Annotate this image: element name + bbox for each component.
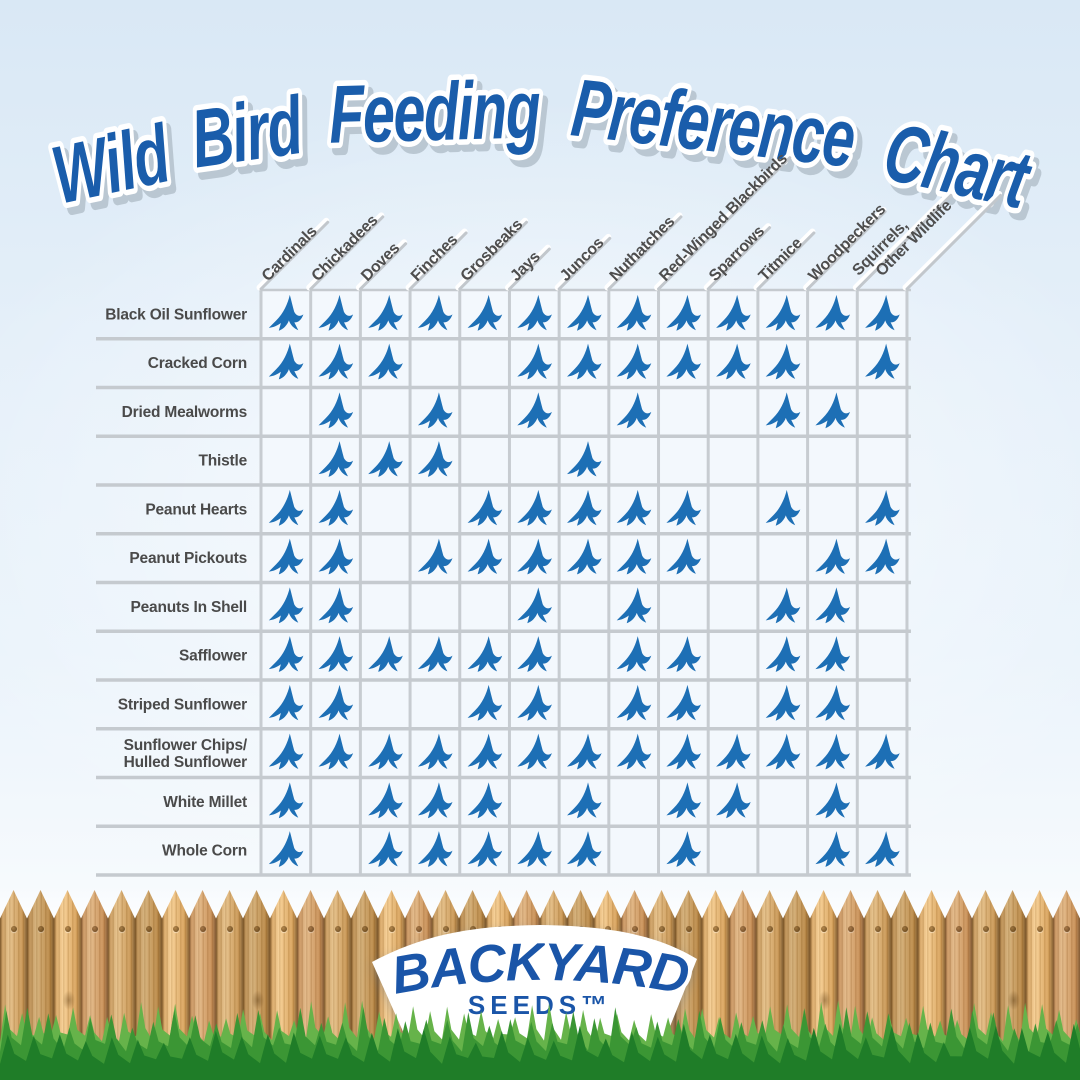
row-label: Whole Corn (162, 843, 247, 860)
column-label: Doves (358, 240, 403, 285)
column-label: Juncos (557, 234, 608, 285)
header-divider (309, 215, 385, 291)
row-label: Peanut Hearts (145, 501, 247, 518)
poster-title: Wild Bird Feeding Preference Chart (40, 57, 1044, 231)
logo-wordmark: BACKYARD (387, 933, 692, 1006)
title-word: Bird (186, 79, 310, 185)
grass-layer (0, 1023, 1080, 1080)
header-divider (756, 231, 816, 291)
grass (0, 1000, 1080, 1080)
header-divider (408, 231, 468, 291)
row-label: Safflower (179, 648, 247, 665)
header-divider (855, 193, 953, 291)
title-word: Feeding (328, 63, 542, 160)
row-labels: Black Oil Sunflower Cracked Corn Dried Mea… (105, 306, 248, 859)
header-divider-highlight (455, 217, 529, 291)
header-divider (358, 242, 408, 291)
row-label: Peanuts In Shell (130, 599, 247, 616)
header-divider-highlight (504, 244, 551, 291)
header-divider-highlight (355, 239, 408, 291)
header-divider (557, 236, 612, 291)
column-label: Titmice (756, 235, 806, 285)
header-divider-highlight (256, 217, 330, 291)
row-label: Dried Mealworms (122, 404, 247, 421)
column-label: Squirrels,Other Wildlife (849, 185, 955, 291)
header-divider-highlight (306, 212, 385, 291)
row-label: Striped Sunflower (118, 696, 247, 713)
header-divider-highlight (803, 207, 887, 291)
logo-seeds: SEEDS™ (468, 990, 612, 1020)
title-word: Chart (876, 105, 1039, 226)
header-divider (507, 247, 551, 291)
header-divider-highlight (902, 190, 1003, 291)
header-divider-highlight (604, 212, 683, 291)
row-label: White Millet (163, 794, 247, 811)
header-divider-highlight (654, 153, 792, 291)
title-word: Wild (44, 107, 178, 221)
header-divider (806, 210, 887, 291)
row-label: Cracked Corn (148, 355, 247, 372)
header-divider (905, 193, 1003, 291)
header-divider-highlight (753, 228, 816, 291)
row-label: Thistle (198, 453, 247, 470)
header-divider (259, 220, 330, 291)
header-divider-highlight (405, 228, 468, 291)
header-divider-highlight (852, 190, 953, 291)
header-divider (458, 220, 529, 291)
row-label: Black Oil Sunflower (105, 306, 247, 323)
title-word: Preference (568, 61, 860, 184)
row-label: Sunflower Chips/Hulled Sunflower (124, 737, 248, 771)
row-label: Peanut Pickouts (129, 550, 247, 567)
header-divider (607, 215, 683, 291)
header-divider (706, 226, 772, 291)
header-divider (657, 156, 792, 291)
column-label: Finches (408, 231, 462, 285)
header-divider-highlight (554, 233, 612, 291)
footer-art: BACKYARD SEEDS™ (0, 925, 1080, 1080)
matrix-grid (96, 288, 911, 877)
header-divider-highlight (703, 223, 772, 291)
